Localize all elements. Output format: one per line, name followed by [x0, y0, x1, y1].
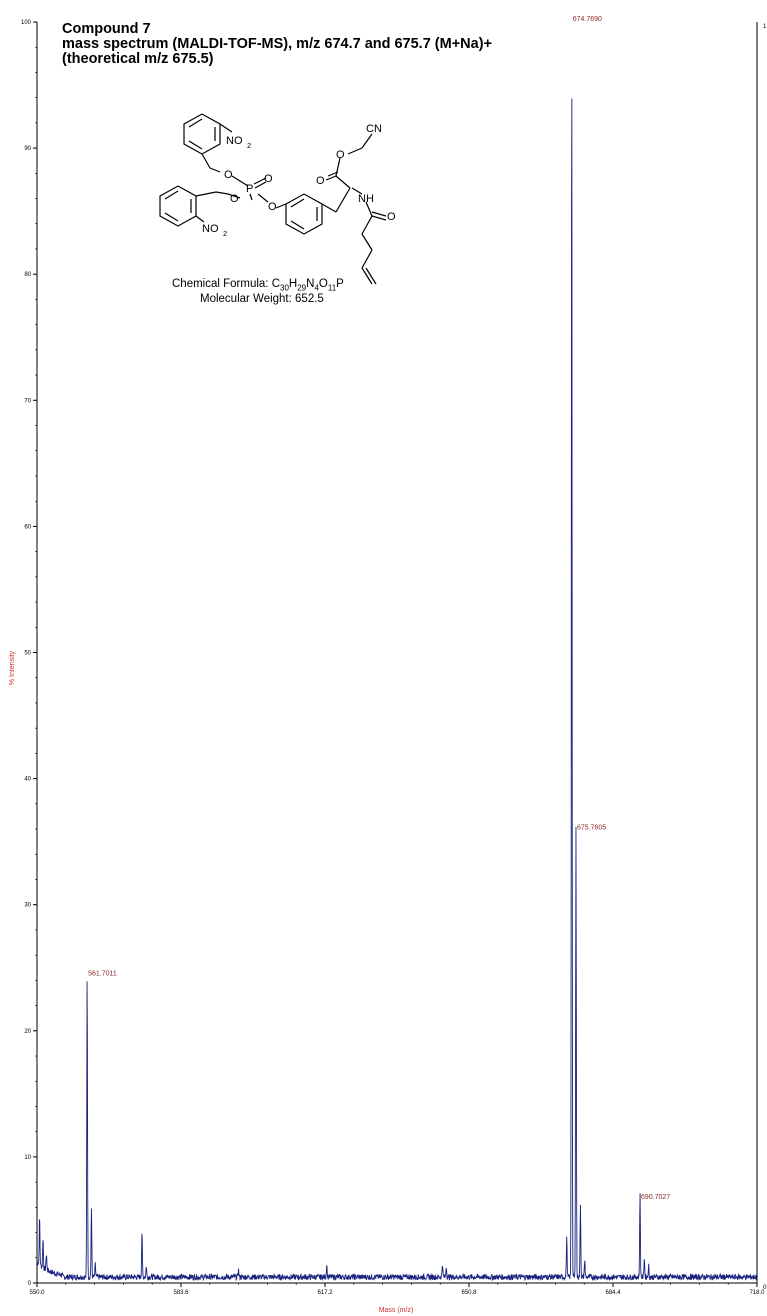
y-tick-label: 70 — [24, 398, 31, 404]
svg-text:O: O — [387, 211, 396, 223]
phosphorus-label: P — [246, 183, 253, 195]
svg-text:2: 2 — [247, 141, 251, 150]
nitro-top-label: NO — [226, 135, 243, 147]
molecular-weight: Molecular Weight: 652.5 — [200, 293, 324, 305]
y-tick-label: 40 — [24, 777, 31, 783]
peak-label: 675.7605 — [577, 824, 606, 831]
formula-subscript: 30 — [280, 283, 289, 293]
x-tick-label: 650.8 — [461, 1290, 477, 1296]
y-tick-label: 80 — [24, 272, 31, 278]
formula-element: N — [306, 278, 315, 290]
amide-nh-label: NH — [358, 193, 374, 205]
nitro-bottom-label: NO — [202, 223, 219, 235]
y-axis-title: % Intensity — [9, 650, 16, 685]
x-tick-label: 684.4 — [605, 1290, 621, 1296]
formula-subscript: 29 — [297, 283, 307, 293]
x-tick-label: 550.0 — [29, 1290, 45, 1296]
right-axis-top-label: 1 — [763, 24, 767, 30]
y-axis-ticks: 0 10 20 30 40 50 60 70 80 90 100 — [21, 20, 37, 1287]
y-tick-label: 30 — [24, 903, 31, 909]
peak-labels: 674.7690 675.7605 561.7011 690.7027 — [88, 16, 670, 1201]
svg-text:O: O — [264, 173, 273, 185]
formula-subscript: 11 — [327, 283, 337, 293]
nitrile-label: CN — [366, 123, 382, 135]
y-tick-label: 50 — [24, 651, 31, 657]
svg-text:2: 2 — [223, 229, 227, 238]
peak-label: 674.7690 — [573, 16, 602, 23]
x-tick-label: 617.2 — [317, 1290, 333, 1296]
x-tick-label: 718.0 — [749, 1290, 765, 1296]
svg-text:O: O — [230, 193, 239, 205]
svg-text:O: O — [336, 149, 345, 161]
y-tick-label: 0 — [28, 1281, 32, 1287]
chemical-formula-parts: C30H29N4O11P — [271, 278, 344, 293]
right-axis-bottom-label: 0 — [763, 1285, 767, 1291]
peak-label: 690.7027 — [641, 1194, 670, 1201]
svg-text:O: O — [268, 201, 277, 213]
formula-element: P — [336, 278, 344, 290]
y-tick-label: 10 — [24, 1155, 31, 1161]
x-axis-title: Mass (m/z) — [379, 1307, 414, 1314]
x-axis-ticks: 550.0 583.6 617.2 650.8 684.4 718.0 — [29, 1283, 765, 1296]
y-tick-label: 20 — [24, 1029, 31, 1035]
x-tick-label: 583.6 — [173, 1290, 189, 1296]
chart-title-block: Compound 7 mass spectrum (MALDI-TOF-MS),… — [62, 22, 492, 67]
chemical-structure-diagram: NO 2 O P O O O NO 2 O O CN NH O — [159, 113, 396, 285]
chart-title: Compound 7 — [62, 21, 151, 37]
formula-subscript: 4 — [314, 283, 319, 293]
formula-element: C — [271, 278, 281, 290]
chart-subtitle-theoretical: (theoretical m/z 675.5) — [62, 51, 214, 67]
chart-subtitle: mass spectrum (MALDI-TOF-MS), m/z 674.7 … — [62, 36, 493, 52]
formula-element: O — [318, 278, 328, 290]
spectrum-trace — [36, 98, 757, 1282]
svg-text:O: O — [224, 169, 233, 181]
formula-element: H — [288, 278, 298, 290]
svg-text:O: O — [316, 175, 325, 187]
peak-label: 561.7011 — [88, 971, 117, 978]
y-tick-label: 60 — [24, 524, 31, 530]
chemical-formula: Chemical Formula: C30H29N4O11P — [172, 278, 344, 293]
y-tick-label: 90 — [24, 146, 31, 152]
y-tick-label: 100 — [21, 20, 32, 26]
